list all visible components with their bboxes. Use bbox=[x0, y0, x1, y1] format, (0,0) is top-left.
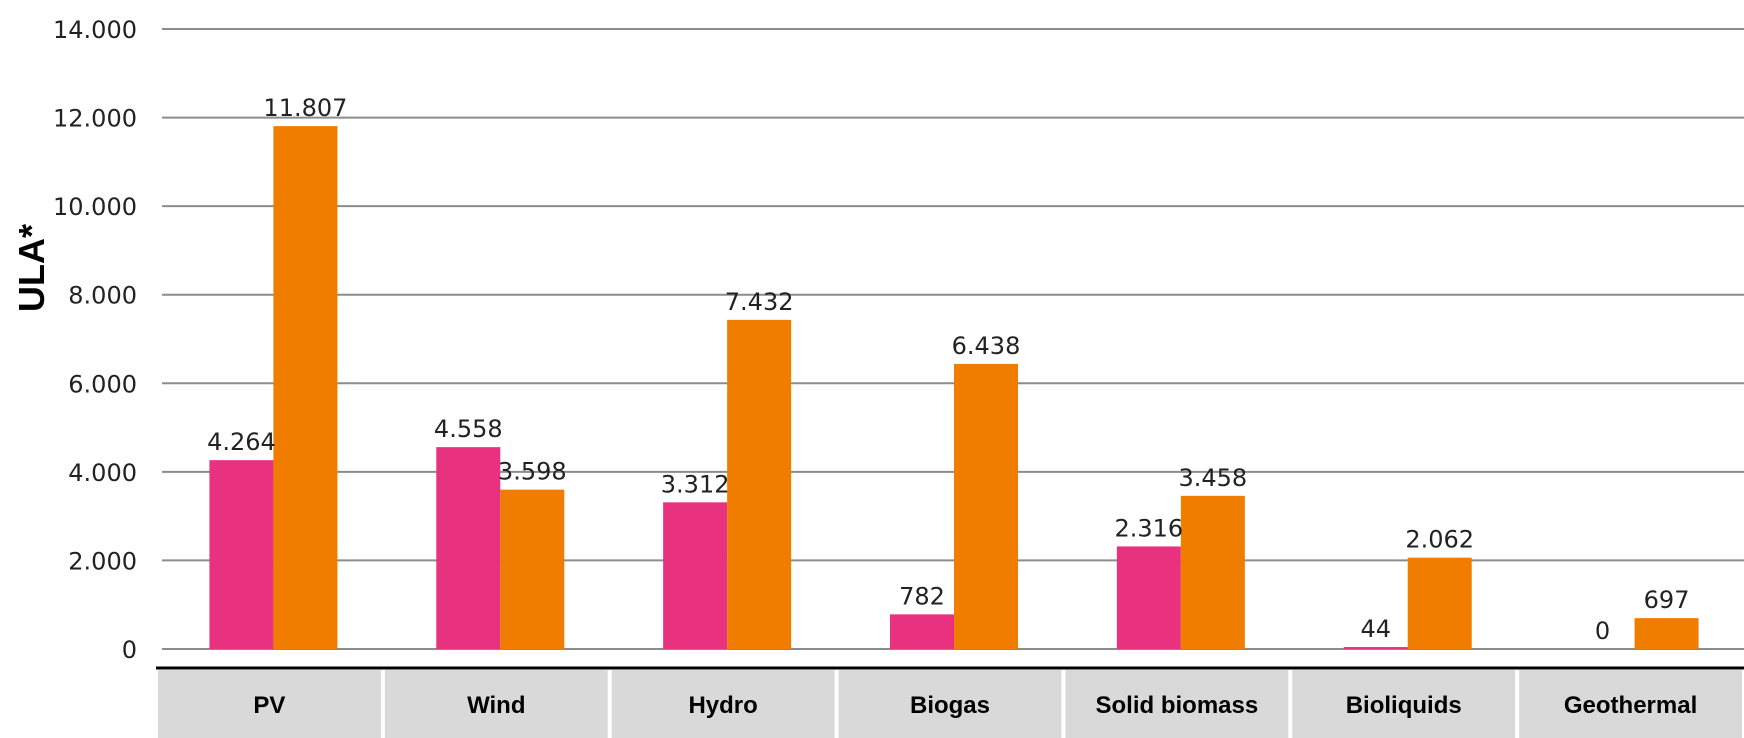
bar bbox=[727, 319, 792, 649]
data-label: 4.558 bbox=[434, 415, 503, 443]
bars bbox=[209, 126, 1699, 649]
category-cell bbox=[838, 670, 1062, 738]
bar bbox=[273, 126, 338, 649]
data-label: 2.062 bbox=[1405, 526, 1474, 554]
data-label: 4.264 bbox=[207, 428, 276, 456]
data-label: 3.312 bbox=[661, 470, 730, 498]
bar bbox=[954, 363, 1018, 649]
data-label: 3.598 bbox=[498, 458, 567, 486]
data-label: 2.316 bbox=[1114, 514, 1183, 542]
category-label: Geothermal bbox=[1564, 692, 1697, 719]
bar bbox=[1634, 618, 1699, 649]
category-cell bbox=[1065, 670, 1289, 738]
bar bbox=[1343, 647, 1408, 649]
y-tick-label: 14.000 bbox=[53, 16, 137, 44]
data-label: 782 bbox=[899, 582, 945, 610]
category-axis: PV Wind Hydro Biogas Solid biomass Bioliquids… bbox=[158, 670, 1742, 738]
bar bbox=[209, 460, 274, 649]
y-tick-label: 6.000 bbox=[68, 370, 137, 398]
category-cell bbox=[1519, 670, 1742, 738]
gridlines bbox=[162, 28, 1744, 650]
bar bbox=[1116, 546, 1181, 649]
y-tick-label: 8.000 bbox=[68, 282, 137, 310]
y-tick-label: 4.000 bbox=[68, 459, 137, 487]
data-label: 7.432 bbox=[725, 288, 794, 316]
data-label: 44 bbox=[1360, 615, 1391, 643]
y-tick-label: 2.000 bbox=[68, 547, 137, 575]
data-labels: 4.264 11.807 4.558 3.598 3.312 7.432 782 6.438 2… bbox=[207, 94, 1689, 645]
bar bbox=[890, 614, 954, 649]
category-label: Hydro bbox=[688, 692, 757, 719]
bar bbox=[500, 489, 565, 649]
data-label: 697 bbox=[1644, 586, 1690, 614]
bar bbox=[436, 447, 501, 649]
y-tick-label: 0 bbox=[122, 636, 137, 664]
category-cell bbox=[1292, 670, 1516, 738]
bar bbox=[663, 502, 728, 649]
category-label: Solid biomass bbox=[1096, 692, 1259, 719]
category-label: Bioliquids bbox=[1346, 692, 1462, 719]
category-label: Wind bbox=[467, 692, 525, 719]
y-tick-label: 12.000 bbox=[53, 105, 137, 133]
data-label: 3.458 bbox=[1178, 464, 1247, 492]
bar bbox=[1407, 557, 1472, 649]
data-label: 6.438 bbox=[952, 332, 1021, 360]
category-label: PV bbox=[253, 692, 285, 719]
category-cell bbox=[158, 670, 381, 738]
y-axis-label: ULA* bbox=[11, 224, 52, 312]
data-label: 0 bbox=[1595, 617, 1610, 645]
category-cell bbox=[611, 670, 835, 738]
data-label: 11.807 bbox=[263, 94, 347, 122]
y-tick-label: 10.000 bbox=[53, 193, 137, 221]
category-label: Biogas bbox=[910, 692, 990, 719]
category-cell bbox=[384, 670, 608, 738]
bar bbox=[1180, 495, 1245, 649]
y-axis-ticks: 0 2.000 4.000 6.000 8.000 10.000 12.000 14.000 bbox=[53, 16, 137, 664]
